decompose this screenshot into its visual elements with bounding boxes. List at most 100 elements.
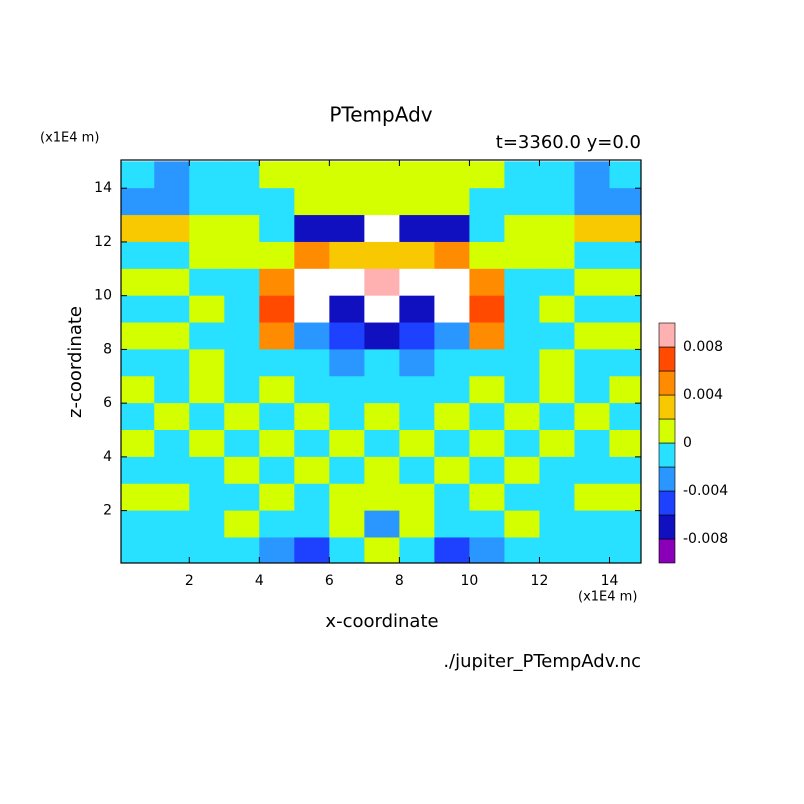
contour-cell [329, 349, 365, 377]
contour-cell [574, 349, 610, 377]
contour-cell [121, 215, 155, 243]
contour-cell [539, 322, 575, 350]
contour-cell [539, 161, 575, 189]
contour-cell [154, 322, 190, 350]
contour-cell [469, 215, 505, 243]
contour-cell [189, 483, 225, 512]
contour-cell [189, 349, 225, 377]
contour-cell [294, 376, 330, 404]
contour-cell [364, 430, 400, 458]
contour-cell [469, 537, 505, 563]
contour-cell [574, 430, 610, 458]
contour-cell [154, 295, 190, 324]
contour-cell [329, 456, 365, 485]
contour-cell [259, 376, 295, 404]
contour-cell [469, 161, 505, 189]
contour-cell [539, 295, 575, 324]
contour-cell [539, 430, 575, 458]
contour-cell [574, 215, 610, 243]
contour-cell [259, 510, 295, 538]
contour-cell [189, 510, 225, 538]
contour-cell [609, 349, 641, 377]
contour-cell [469, 295, 505, 324]
contour-cell [574, 161, 610, 189]
contour-cell [189, 376, 225, 404]
contour-cell [574, 403, 610, 431]
contour-cell [399, 268, 435, 297]
contour-cell [399, 430, 435, 458]
contour-cell [294, 161, 330, 189]
contour-cell [574, 241, 610, 270]
contour-cell [121, 483, 155, 512]
colorbar-swatch [658, 418, 676, 444]
contour-cell [294, 188, 330, 216]
contour-cell [399, 403, 435, 431]
contour-cell [399, 456, 435, 485]
contour-cell [121, 188, 155, 216]
contour-cell [434, 430, 470, 458]
contour-cell [469, 241, 505, 270]
contour-cell [504, 403, 540, 431]
contour-cell [224, 537, 260, 563]
contour-cell [294, 349, 330, 377]
colorbar-swatch [658, 370, 676, 396]
contour-cell [364, 483, 400, 512]
contour-cell [434, 268, 470, 297]
x-unit: (x1E4 m) [578, 590, 637, 605]
contour-cell [329, 537, 365, 563]
contour-cell [574, 188, 610, 216]
contour-cell [154, 483, 190, 512]
contour-cell [121, 268, 155, 297]
contour-cell [609, 456, 641, 485]
contour-cell [189, 403, 225, 431]
contour-cell [504, 510, 540, 538]
contour-cell [469, 188, 505, 216]
contour-cell [224, 322, 260, 350]
contour-cell [399, 161, 435, 189]
contour-cell [364, 376, 400, 404]
x-tick-label: 8 [395, 573, 404, 589]
contour-cell [364, 241, 400, 270]
contour-cell [259, 430, 295, 458]
y-unit: (x1E4 m) [40, 131, 99, 146]
contour-cell [121, 376, 155, 404]
contour-cell [504, 188, 540, 216]
contour-cell [574, 483, 610, 512]
contour-cell [224, 188, 260, 216]
contour-cell [259, 241, 295, 270]
contour-cell [399, 376, 435, 404]
contour-cell [154, 403, 190, 431]
colorbar-swatch [658, 442, 676, 468]
contour-cell [539, 188, 575, 216]
colorbar-swatch [658, 490, 676, 516]
contour-cell [609, 188, 641, 216]
contour-cell [539, 268, 575, 297]
colorbar-swatch [658, 514, 676, 540]
contour-cell [154, 161, 190, 189]
contour-cell [574, 376, 610, 404]
contour-cell [189, 241, 225, 270]
y-tick-label: 6 [103, 395, 112, 411]
contour-cell [154, 456, 190, 485]
contour-cell [121, 403, 155, 431]
contour-cell [609, 322, 641, 350]
x-axis-label: x-coordinate [325, 611, 438, 632]
contour-cell [189, 161, 225, 189]
contour-cell [574, 295, 610, 324]
contour-cell [329, 483, 365, 512]
contour-cell [121, 349, 155, 377]
contour-cell [469, 510, 505, 538]
contour-cell [609, 430, 641, 458]
x-tick-label: 6 [325, 573, 334, 589]
contour-cell [294, 430, 330, 458]
x-tick-label: 12 [531, 573, 549, 589]
contour-cell [364, 537, 400, 563]
contour-cell [504, 430, 540, 458]
contour-cell [434, 483, 470, 512]
contour-cell [364, 322, 400, 350]
contour-cell [609, 510, 641, 538]
contour-cell [609, 483, 641, 512]
contour-cell [364, 510, 400, 538]
contour-cell [434, 456, 470, 485]
